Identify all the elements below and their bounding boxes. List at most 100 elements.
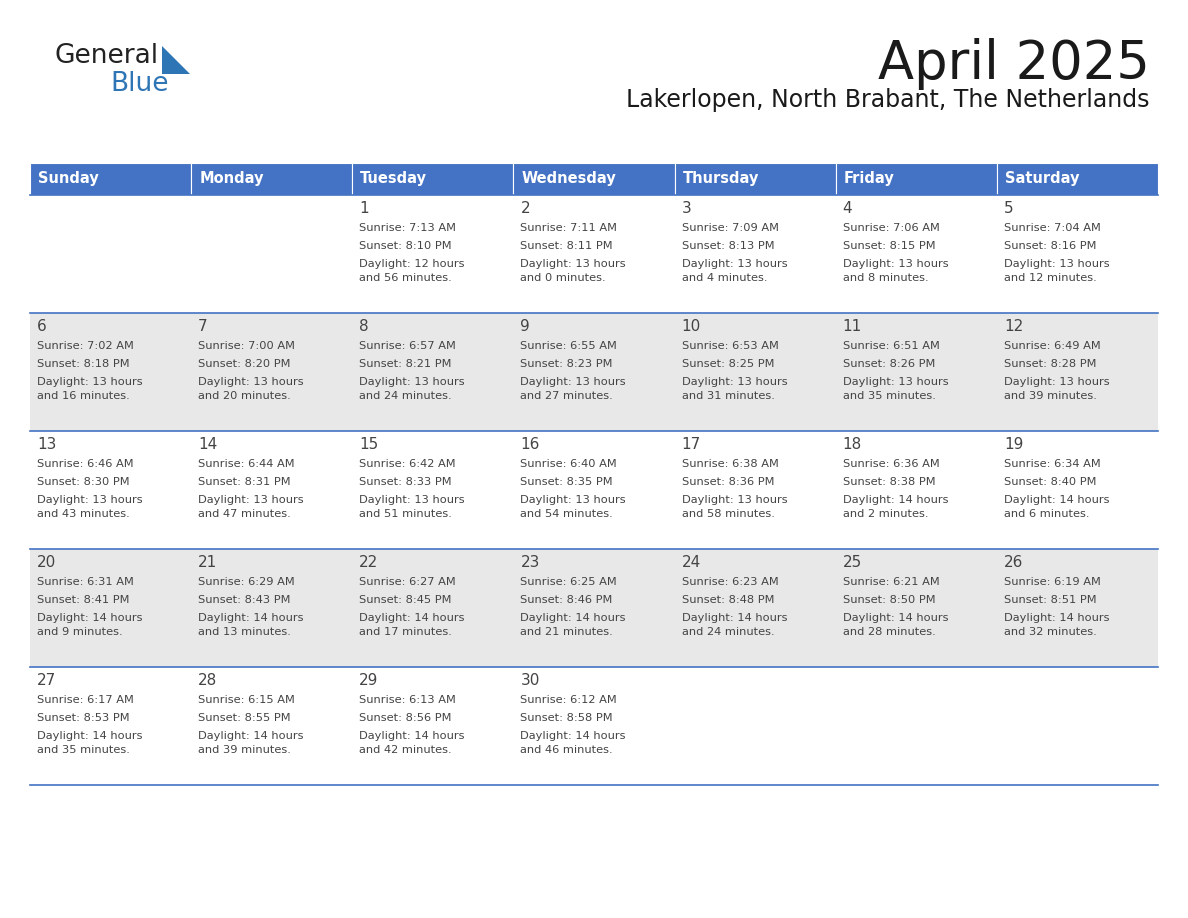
Text: 15: 15 [359,437,379,452]
Text: 25: 25 [842,555,862,570]
Text: Daylight: 13 hours
and 4 minutes.: Daylight: 13 hours and 4 minutes. [682,259,788,283]
Text: Sunset: 8:41 PM: Sunset: 8:41 PM [37,595,129,605]
Text: Sunset: 8:28 PM: Sunset: 8:28 PM [1004,359,1097,369]
Text: Daylight: 13 hours
and 54 minutes.: Daylight: 13 hours and 54 minutes. [520,495,626,519]
Text: Sunday: Sunday [38,172,99,186]
Text: 4: 4 [842,201,852,216]
Text: Daylight: 13 hours
and 39 minutes.: Daylight: 13 hours and 39 minutes. [1004,377,1110,400]
Bar [30,163,191,195]
Bar [997,163,1158,195]
Text: Sunrise: 6:55 AM: Sunrise: 6:55 AM [520,341,618,351]
Text: Sunrise: 6:23 AM: Sunrise: 6:23 AM [682,577,778,587]
Text: Sunrise: 6:38 AM: Sunrise: 6:38 AM [682,459,778,469]
Text: Saturday: Saturday [1005,172,1080,186]
Text: 23: 23 [520,555,539,570]
Text: 27: 27 [37,673,56,688]
Text: Sunrise: 6:53 AM: Sunrise: 6:53 AM [682,341,778,351]
Text: Sunrise: 6:49 AM: Sunrise: 6:49 AM [1004,341,1100,351]
Text: Daylight: 14 hours
and 6 minutes.: Daylight: 14 hours and 6 minutes. [1004,495,1110,519]
Text: Daylight: 13 hours
and 43 minutes.: Daylight: 13 hours and 43 minutes. [37,495,143,519]
Text: Daylight: 13 hours
and 8 minutes.: Daylight: 13 hours and 8 minutes. [842,259,948,283]
Text: Sunrise: 6:29 AM: Sunrise: 6:29 AM [198,577,295,587]
Text: Sunrise: 6:36 AM: Sunrise: 6:36 AM [842,459,940,469]
Text: Sunset: 8:11 PM: Sunset: 8:11 PM [520,241,613,251]
Text: 14: 14 [198,437,217,452]
Text: Sunrise: 7:02 AM: Sunrise: 7:02 AM [37,341,134,351]
Text: 1: 1 [359,201,369,216]
Text: Sunrise: 6:34 AM: Sunrise: 6:34 AM [1004,459,1100,469]
Text: Sunrise: 6:21 AM: Sunrise: 6:21 AM [842,577,940,587]
Text: Daylight: 13 hours
and 24 minutes.: Daylight: 13 hours and 24 minutes. [359,377,465,400]
Bar [835,163,997,195]
Text: Sunset: 8:30 PM: Sunset: 8:30 PM [37,477,129,487]
Bar [30,549,1158,667]
Text: 13: 13 [37,437,56,452]
Text: Daylight: 12 hours
and 56 minutes.: Daylight: 12 hours and 56 minutes. [359,259,465,283]
Text: Sunrise: 6:46 AM: Sunrise: 6:46 AM [37,459,133,469]
Text: 22: 22 [359,555,379,570]
Text: 16: 16 [520,437,539,452]
Text: Sunrise: 6:44 AM: Sunrise: 6:44 AM [198,459,295,469]
Text: Thursday: Thursday [683,172,759,186]
Text: Sunset: 8:16 PM: Sunset: 8:16 PM [1004,241,1097,251]
Text: Sunset: 8:13 PM: Sunset: 8:13 PM [682,241,775,251]
Text: Daylight: 14 hours
and 42 minutes.: Daylight: 14 hours and 42 minutes. [359,731,465,755]
Text: Daylight: 14 hours
and 39 minutes.: Daylight: 14 hours and 39 minutes. [198,731,304,755]
Text: Daylight: 13 hours
and 47 minutes.: Daylight: 13 hours and 47 minutes. [198,495,304,519]
Text: Lakerlopen, North Brabant, The Netherlands: Lakerlopen, North Brabant, The Netherlan… [626,88,1150,112]
Text: 18: 18 [842,437,862,452]
Text: 29: 29 [359,673,379,688]
Text: 7: 7 [198,319,208,334]
Text: Daylight: 13 hours
and 12 minutes.: Daylight: 13 hours and 12 minutes. [1004,259,1110,283]
Text: 17: 17 [682,437,701,452]
Text: Sunrise: 7:09 AM: Sunrise: 7:09 AM [682,223,778,233]
Text: 11: 11 [842,319,862,334]
Text: Sunrise: 7:00 AM: Sunrise: 7:00 AM [198,341,295,351]
Text: Sunset: 8:56 PM: Sunset: 8:56 PM [359,713,451,723]
Text: Daylight: 14 hours
and 9 minutes.: Daylight: 14 hours and 9 minutes. [37,613,143,636]
Text: Sunrise: 6:17 AM: Sunrise: 6:17 AM [37,695,134,705]
Text: Daylight: 13 hours
and 31 minutes.: Daylight: 13 hours and 31 minutes. [682,377,788,400]
Text: Sunrise: 6:15 AM: Sunrise: 6:15 AM [198,695,295,705]
Text: Sunset: 8:46 PM: Sunset: 8:46 PM [520,595,613,605]
Text: 21: 21 [198,555,217,570]
Text: Sunset: 8:25 PM: Sunset: 8:25 PM [682,359,775,369]
Text: 2: 2 [520,201,530,216]
Text: Sunrise: 6:19 AM: Sunrise: 6:19 AM [1004,577,1101,587]
Text: Daylight: 13 hours
and 16 minutes.: Daylight: 13 hours and 16 minutes. [37,377,143,400]
Text: Blue: Blue [110,71,169,97]
Text: Daylight: 14 hours
and 35 minutes.: Daylight: 14 hours and 35 minutes. [37,731,143,755]
Text: Daylight: 14 hours
and 28 minutes.: Daylight: 14 hours and 28 minutes. [842,613,948,636]
Text: Sunset: 8:38 PM: Sunset: 8:38 PM [842,477,935,487]
Text: Daylight: 14 hours
and 21 minutes.: Daylight: 14 hours and 21 minutes. [520,613,626,636]
Text: 28: 28 [198,673,217,688]
Text: Daylight: 14 hours
and 17 minutes.: Daylight: 14 hours and 17 minutes. [359,613,465,636]
Text: Sunrise: 6:40 AM: Sunrise: 6:40 AM [520,459,618,469]
Text: Sunset: 8:10 PM: Sunset: 8:10 PM [359,241,451,251]
Text: Monday: Monday [200,172,264,186]
Polygon shape [162,46,190,74]
Text: Sunset: 8:15 PM: Sunset: 8:15 PM [842,241,935,251]
Text: Sunset: 8:40 PM: Sunset: 8:40 PM [1004,477,1097,487]
Text: Sunrise: 7:06 AM: Sunrise: 7:06 AM [842,223,940,233]
Text: Daylight: 14 hours
and 13 minutes.: Daylight: 14 hours and 13 minutes. [198,613,304,636]
Text: Daylight: 14 hours
and 46 minutes.: Daylight: 14 hours and 46 minutes. [520,731,626,755]
Text: Daylight: 14 hours
and 2 minutes.: Daylight: 14 hours and 2 minutes. [842,495,948,519]
Text: Sunrise: 6:27 AM: Sunrise: 6:27 AM [359,577,456,587]
Text: Sunset: 8:31 PM: Sunset: 8:31 PM [198,477,291,487]
Text: 5: 5 [1004,201,1013,216]
Bar [30,667,1158,785]
Text: 3: 3 [682,201,691,216]
Text: 12: 12 [1004,319,1023,334]
Text: Sunset: 8:45 PM: Sunset: 8:45 PM [359,595,451,605]
Text: Sunset: 8:58 PM: Sunset: 8:58 PM [520,713,613,723]
Text: 8: 8 [359,319,369,334]
Text: Daylight: 13 hours
and 27 minutes.: Daylight: 13 hours and 27 minutes. [520,377,626,400]
Text: Sunset: 8:51 PM: Sunset: 8:51 PM [1004,595,1097,605]
Text: 19: 19 [1004,437,1023,452]
Text: Sunrise: 6:31 AM: Sunrise: 6:31 AM [37,577,134,587]
Text: April 2025: April 2025 [878,38,1150,90]
Text: Daylight: 13 hours
and 20 minutes.: Daylight: 13 hours and 20 minutes. [198,377,304,400]
Text: 26: 26 [1004,555,1023,570]
Text: 10: 10 [682,319,701,334]
